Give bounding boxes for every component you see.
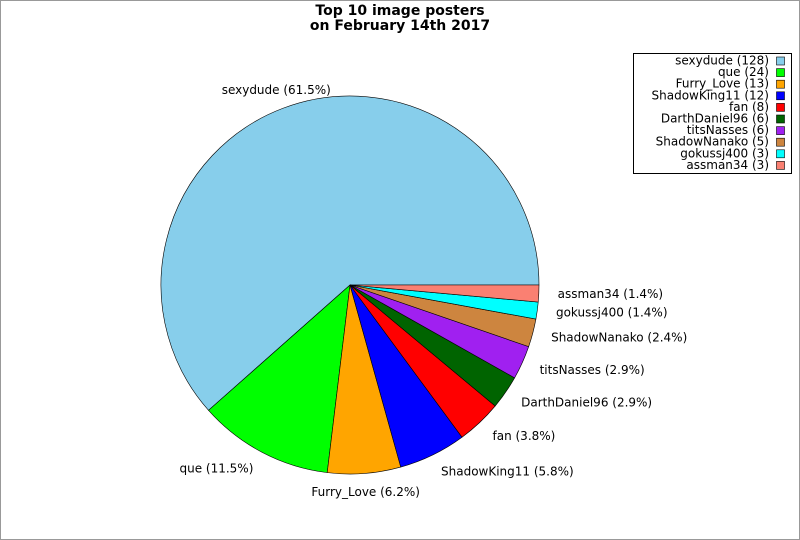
legend-swatch [776,114,785,124]
legend-swatch [776,56,785,66]
legend-label: assman34 (3) [686,158,769,172]
legend-swatch [776,79,785,89]
pie-slice [160,95,540,411]
legend-label: Furry_Love (13) [676,77,769,91]
legend-label: titsNasses (6) [687,123,769,137]
pie-slice [349,284,540,303]
legend-swatch [776,137,785,147]
slice-label: ShadowNanako (2.4%) [551,330,687,344]
slice-label: Furry_Love (6.2%) [311,485,420,499]
legend-label: fan (8) [729,100,769,114]
legend-label: sexydude (128) [675,54,769,68]
slice-label: assman34 (1.4%) [558,287,663,301]
slice-label: fan (3.8%) [493,429,556,443]
legend-swatch [776,126,785,135]
legend-swatch [776,103,785,112]
chart-title: Top 10 image posters on February 14th 201… [310,3,490,34]
legend-swatch [776,161,785,170]
legend-label: ShadowKing11 (12) [652,88,770,102]
slice-label: que (11.5%) [179,462,253,476]
slice-label: ShadowKing11 (5.8%) [441,464,574,478]
legend-swatch [776,149,785,159]
slice-label: titsNasses (2.9%) [540,363,645,377]
legend-swatch [776,91,785,101]
legend-swatch [776,68,785,77]
legend-label: gokussj400 (3) [680,146,769,160]
slice-label: DarthDaniel96 (2.9%) [521,396,652,410]
pie-slice [208,284,351,473]
legend-label: DarthDaniel96 (6) [661,112,769,126]
legend-box [633,53,792,174]
legend-label: ShadowNanako (5) [656,135,769,149]
slice-label: sexydude (61.5%) [222,83,331,97]
legend-label: que (24) [718,65,769,79]
slice-label: gokussj400 (1.4%) [556,306,668,320]
